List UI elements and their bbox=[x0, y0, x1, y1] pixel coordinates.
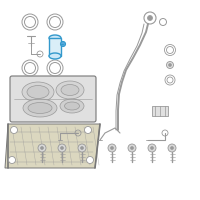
Ellipse shape bbox=[23, 99, 57, 117]
Circle shape bbox=[148, 16, 153, 21]
Ellipse shape bbox=[64, 102, 80, 110]
Ellipse shape bbox=[24, 17, 36, 27]
Ellipse shape bbox=[27, 86, 49, 98]
Ellipse shape bbox=[61, 84, 79, 96]
Ellipse shape bbox=[166, 46, 174, 53]
Circle shape bbox=[110, 146, 114, 150]
Circle shape bbox=[170, 146, 174, 150]
Circle shape bbox=[130, 146, 134, 150]
FancyBboxPatch shape bbox=[10, 76, 96, 122]
Ellipse shape bbox=[49, 53, 61, 59]
Ellipse shape bbox=[24, 62, 36, 73]
Bar bbox=[152, 106, 168, 116]
Circle shape bbox=[78, 144, 86, 152]
Circle shape bbox=[10, 127, 18, 134]
Circle shape bbox=[84, 127, 92, 134]
Ellipse shape bbox=[49, 35, 61, 41]
Ellipse shape bbox=[50, 62, 60, 73]
Ellipse shape bbox=[60, 99, 84, 113]
Circle shape bbox=[128, 144, 136, 152]
Circle shape bbox=[148, 144, 156, 152]
Circle shape bbox=[151, 146, 154, 150]
Circle shape bbox=[168, 64, 172, 66]
Ellipse shape bbox=[167, 77, 173, 83]
Ellipse shape bbox=[22, 82, 54, 102]
Circle shape bbox=[40, 146, 44, 150]
Circle shape bbox=[60, 42, 66, 46]
Circle shape bbox=[58, 144, 66, 152]
Bar bbox=[49, 38, 61, 56]
Ellipse shape bbox=[56, 81, 84, 99]
Circle shape bbox=[166, 62, 174, 68]
Circle shape bbox=[168, 144, 176, 152]
Ellipse shape bbox=[50, 17, 60, 27]
Ellipse shape bbox=[28, 102, 52, 114]
Circle shape bbox=[8, 156, 16, 164]
Circle shape bbox=[80, 146, 84, 150]
Circle shape bbox=[108, 144, 116, 152]
Circle shape bbox=[60, 146, 64, 150]
Circle shape bbox=[86, 156, 94, 164]
Polygon shape bbox=[5, 124, 100, 168]
Circle shape bbox=[38, 144, 46, 152]
